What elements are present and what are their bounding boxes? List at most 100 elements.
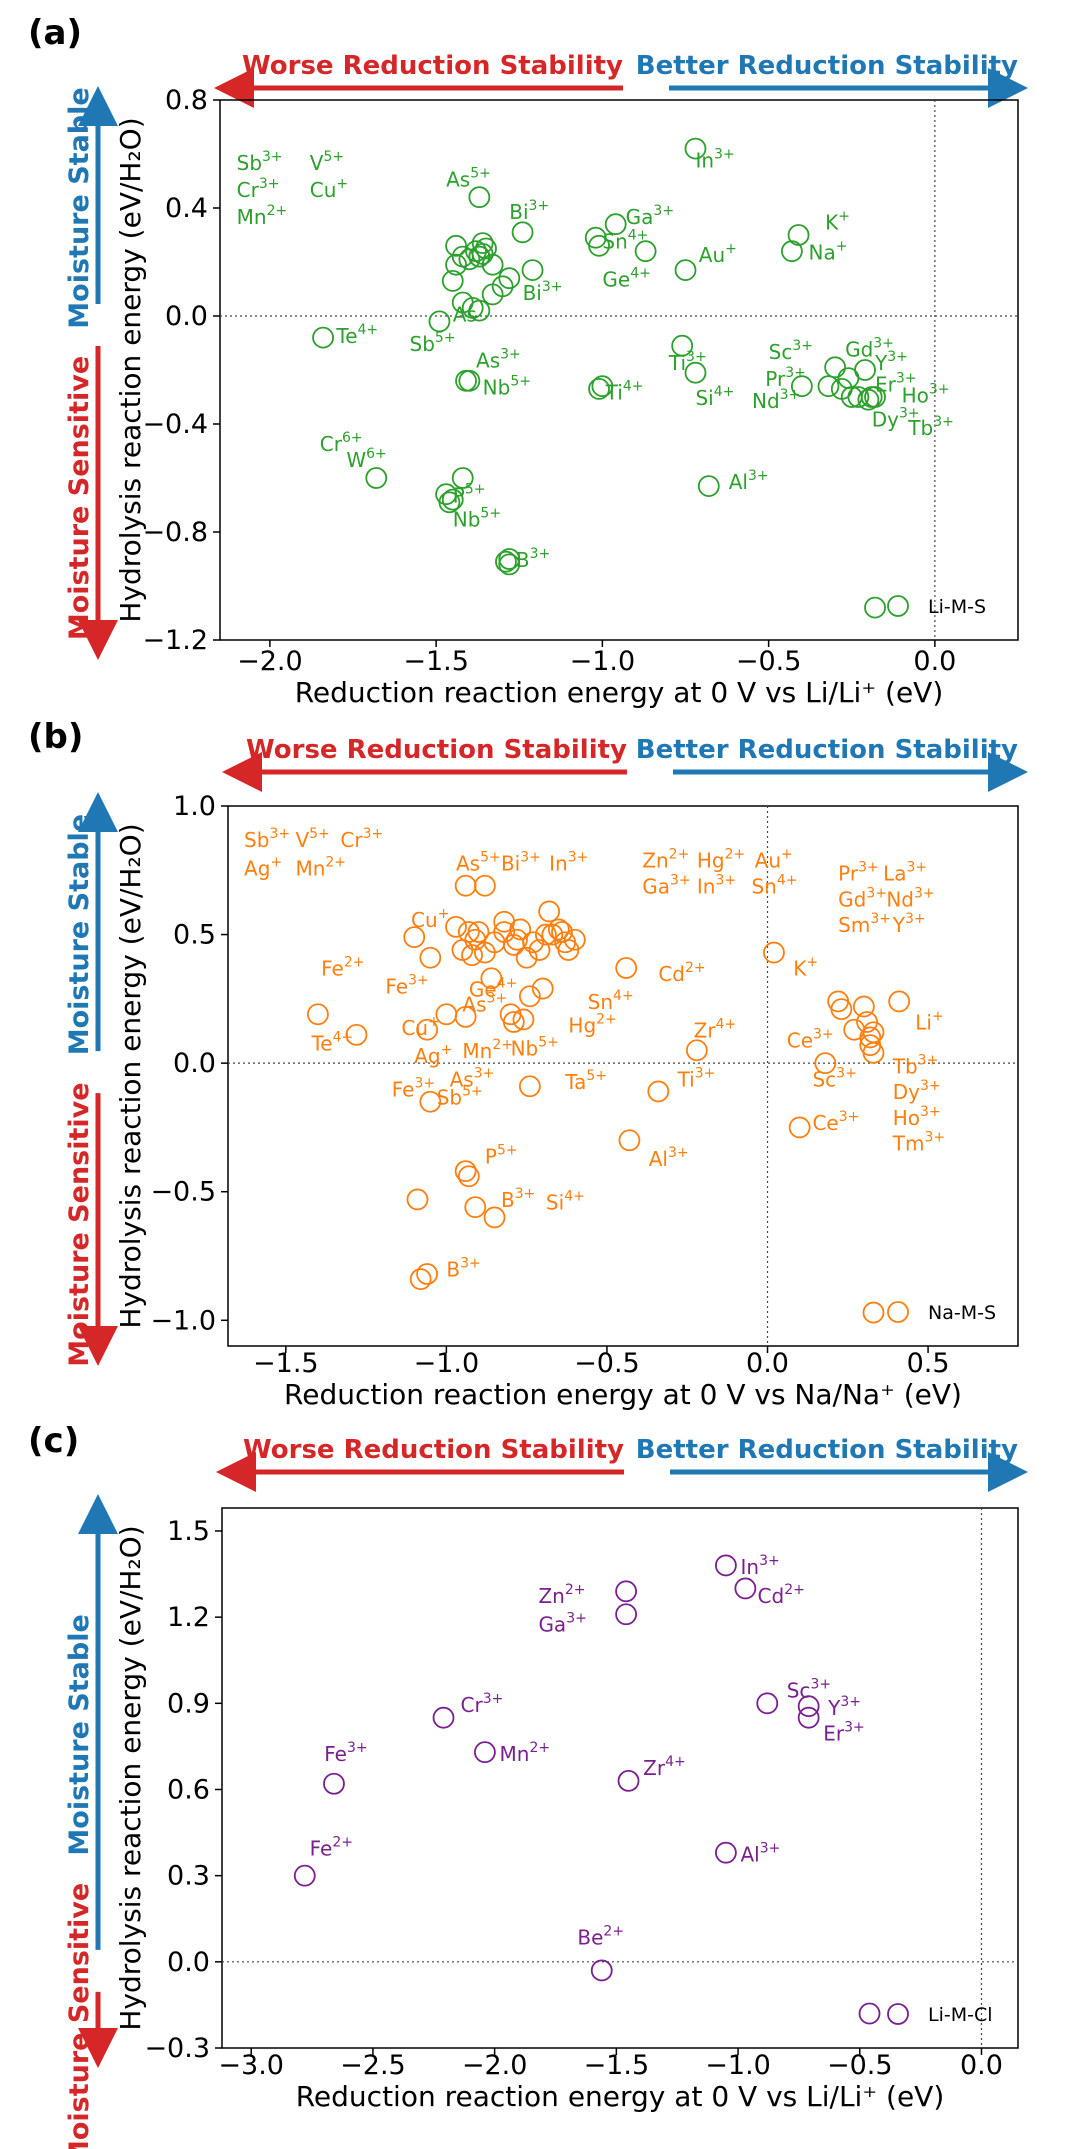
data-point [495,550,517,573]
point-label: In3+ [697,872,736,898]
data-point [862,1041,885,1064]
worse-label: Worse Reduction Stability [243,1435,624,1465]
moisture-sensitive-label: Moisture Sensitive [64,356,95,640]
point-label: Sb3+ [237,149,283,175]
data-point [461,944,483,967]
y-tick-label: 1.0 [173,791,216,822]
panel-letter: (a) [28,13,82,53]
data-point [409,1268,432,1291]
data-point [790,375,813,398]
data-point [817,375,840,398]
y-tick-label: 0.4 [165,193,208,224]
point-label: Bi3+ [509,198,549,224]
data-point [617,1769,640,1792]
point-label: Na+ [809,238,848,264]
point-label: In3+ [740,1553,779,1579]
data-point [814,1052,837,1075]
data-point [512,1008,535,1031]
point-label: Mn2+ [295,854,346,880]
point-label: Ga3+ [538,1611,586,1637]
y-tick-label: −0.8 [142,517,208,548]
point-label: Bi3+ [501,849,541,875]
x-tick-label: −1.5 [584,2050,650,2081]
plot-frame [219,99,1019,641]
data-point [674,259,697,282]
point-label: Ho3+ [902,381,950,407]
better-label: Better Reduction Stability [636,735,1018,765]
data-point [458,369,481,392]
y-tick-label: 0.0 [165,301,208,332]
data-point [797,1695,820,1718]
point-label: Au+ [699,241,737,267]
x-tick-label: −1.0 [570,646,636,677]
point-label: Ga3+ [626,203,674,229]
x-tick-label: 0.0 [746,1348,789,1379]
x-tick-label: −0.5 [827,2050,893,2081]
point-label: W6+ [346,446,386,472]
data-point [864,386,886,408]
point-label: Bi3+ [523,279,563,305]
point-label: Cu+ [310,176,348,202]
point-label: V5+ [295,826,329,852]
point-label: Si4+ [546,1189,585,1215]
worse-label: Worse Reduction Stability [242,51,623,81]
x-axis-label: Reduction reaction energy at 0 V vs Na/N… [284,1378,962,1411]
data-point [438,491,461,514]
point-label: Ge4+ [602,265,650,291]
data-point [406,1188,429,1211]
x-tick-label: 0.0 [960,2050,1003,2081]
data-point [506,928,528,951]
point-label: Fe3+ [385,973,428,999]
data-point [471,232,494,255]
point-label: Au+ [755,847,793,873]
data-point [531,977,554,1000]
data-point [419,946,442,969]
data-point [858,2002,881,2025]
point-label: Cd2+ [658,960,705,986]
x-tick-label: −2.5 [340,2050,406,2081]
point-label: Ge4+ [469,975,517,1001]
point-label: K+ [825,209,850,235]
better-label: Better Reduction Stability [636,1435,1018,1465]
point-label: Nb5+ [453,506,501,532]
data-point [590,1959,613,1982]
point-label: Hg2+ [697,847,745,873]
data-point [647,1080,670,1103]
y-tick-label: −1.2 [142,625,208,656]
point-label: Sb5+ [437,1083,483,1109]
moisture-sensitive-label: Moisture Sensitive [64,1883,95,2149]
data-point [535,923,557,946]
data-point [498,553,521,576]
point-label: Ti3+ [677,1065,716,1091]
point-label: Sc3+ [812,1065,856,1091]
panel-letter: (c) [28,1421,79,1461]
point-label: Fe2+ [321,955,364,981]
panel-letter: (b) [28,717,83,757]
data-point [634,240,657,263]
data-point [862,1301,885,1324]
x-tick-label: −0.5 [736,646,802,677]
point-label: As3+ [450,1065,495,1091]
point-label: Mn2+ [500,1740,551,1766]
data-point [588,234,610,257]
point-label: Cu+ [411,906,449,932]
y-tick-label: 1.5 [167,1516,210,1547]
point-label: Tb3+ [907,414,954,440]
data-point [685,1039,708,1062]
y-tick-label: 0.8 [165,85,208,116]
point-label: Zn2+ [642,847,689,873]
point-label: Al3+ [649,1145,689,1171]
y-tick-label: −0.5 [150,1177,216,1208]
data-point [345,1023,368,1046]
x-tick-label: 0.0 [913,646,956,677]
point-label: Cd2+ [758,1582,805,1608]
data-point [491,275,514,298]
y-axis-label: Hydrolysis reaction energy (eV/H₂O) [114,823,147,1328]
y-tick-label: 0.9 [167,1688,210,1719]
data-point [864,596,886,619]
data-point [475,237,497,260]
data-point [481,253,504,276]
point-label: Al3+ [729,468,769,494]
point-label: In3+ [695,147,734,173]
point-label: Tm3+ [892,1130,945,1156]
